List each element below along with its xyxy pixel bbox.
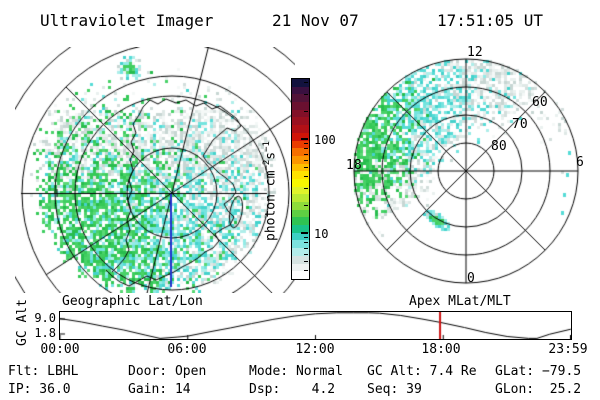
title-time-ut: 17:51:05 UT xyxy=(437,11,543,30)
colorbar-minor-tick xyxy=(304,204,308,206)
colorbar xyxy=(291,78,310,280)
colorbar-segment xyxy=(292,217,309,226)
mlt-label-18: 18 xyxy=(346,158,362,173)
colorbar-segment xyxy=(292,178,309,187)
colorbar-tick-10: 10 xyxy=(314,227,329,241)
xtick-0000: 00:00 xyxy=(40,342,80,357)
colorbar-minor-tick xyxy=(304,188,308,190)
status-glat: GLat: −79.5 xyxy=(495,364,582,379)
colorbar-segment xyxy=(292,248,309,256)
xtick-2359: 23:59 xyxy=(548,342,588,357)
mlt-label-12: 12 xyxy=(467,45,483,60)
colorbar-major-tick xyxy=(301,232,308,234)
colorbar-unit-prefix: photon cm xyxy=(263,170,279,241)
colorbar-segment xyxy=(292,232,309,241)
colorbar-segment xyxy=(292,102,309,110)
page-title: Ultraviolet Imager xyxy=(40,11,214,30)
status-gain: Gain: 14 xyxy=(128,382,191,397)
colorbar-minor-tick xyxy=(304,153,308,155)
mlat-label-80: 80 xyxy=(491,139,507,154)
colorbar-segment xyxy=(292,209,309,218)
colorbar-segment xyxy=(292,94,309,103)
colorbar-segment xyxy=(292,79,309,87)
colorbar-segment xyxy=(292,202,309,210)
colorbar-segment xyxy=(292,186,309,195)
colorbar-minor-tick xyxy=(304,159,308,161)
geographic-map-image xyxy=(15,47,295,293)
colorbar-segment xyxy=(292,271,309,279)
colorbar-major-tick xyxy=(301,138,308,140)
colorbar-minor-tick xyxy=(304,242,308,244)
colorbar-minor-tick xyxy=(304,237,308,239)
colorbar-minor-tick xyxy=(304,176,308,178)
colorbar-segment xyxy=(292,225,309,233)
mlat-label-70: 70 xyxy=(512,117,528,132)
status-ip: IP: 36.0 xyxy=(8,382,71,397)
status-dsp: Dsp: 4.2 xyxy=(249,382,336,397)
colorbar-minor-tick xyxy=(304,247,308,249)
colorbar-minor-tick xyxy=(304,94,308,96)
gc-alt-curve xyxy=(60,312,571,339)
colorbar-unit-exp2: −1 xyxy=(262,141,272,152)
status-glon: GLon: 25.2 xyxy=(495,382,582,397)
colorbar-minor-tick xyxy=(304,110,308,112)
xtick-1800: 18:00 xyxy=(421,342,461,357)
colorbar-segment xyxy=(292,148,309,156)
left-map-caption: Geographic Lat/Lon xyxy=(62,294,203,309)
colorbar-segment xyxy=(292,132,309,141)
colorbar-segment xyxy=(292,109,309,118)
colorbar-segment xyxy=(292,171,309,179)
status-mode: Mode: Normal xyxy=(249,364,343,379)
gc-ytick-9: 9.0 xyxy=(34,311,56,325)
status-gc-alt: GC Alt: 7.4 Re xyxy=(367,364,477,379)
colorbar-segment xyxy=(292,125,309,133)
gc-ytick-1-8: 1.8 xyxy=(34,326,56,340)
colorbar-minor-tick xyxy=(304,261,308,263)
gc-alt-ylabel: GC Alt xyxy=(15,299,30,346)
xtick-0600: 06:00 xyxy=(167,342,207,357)
colorbar-segment xyxy=(292,117,309,126)
gc-alt-panel-frame xyxy=(59,311,572,340)
colorbar-minor-tick xyxy=(304,143,308,145)
right-map-caption: Apex MLat/MLT xyxy=(409,294,511,309)
status-seq: Seq: 39 xyxy=(367,382,422,397)
colorbar-segment xyxy=(292,240,309,249)
colorbar-unit-mid: s xyxy=(263,151,279,160)
colorbar-tick-100: 100 xyxy=(314,133,336,147)
status-door: Door: Open xyxy=(128,364,207,379)
colorbar-segment xyxy=(292,255,309,264)
colorbar-segment xyxy=(292,155,309,164)
colorbar-segment xyxy=(292,263,309,272)
colorbar-unit-exp1: −2 xyxy=(262,159,272,171)
mlt-label-0: 0 xyxy=(467,271,475,286)
xtick-1200: 12:00 xyxy=(295,342,335,357)
colorbar-unit-label: photon cm−2s−1 xyxy=(262,141,278,241)
colorbar-segment xyxy=(292,163,309,172)
colorbar-minor-tick xyxy=(304,82,308,84)
colorbar-minor-tick xyxy=(304,253,308,255)
colorbar-segment xyxy=(292,86,309,95)
title-date: 21 Nov 07 xyxy=(272,11,359,30)
status-flt: Flt: LBHL xyxy=(8,364,79,379)
colorbar-segment xyxy=(292,194,309,202)
mlt-label-6: 6 xyxy=(576,155,584,170)
colorbar-minor-tick xyxy=(304,270,308,272)
apex-polar-image xyxy=(348,45,594,291)
colorbar-segment xyxy=(292,140,309,149)
colorbar-minor-tick xyxy=(304,148,308,150)
mlat-label-60: 60 xyxy=(532,95,548,110)
colorbar-minor-tick xyxy=(304,167,308,169)
